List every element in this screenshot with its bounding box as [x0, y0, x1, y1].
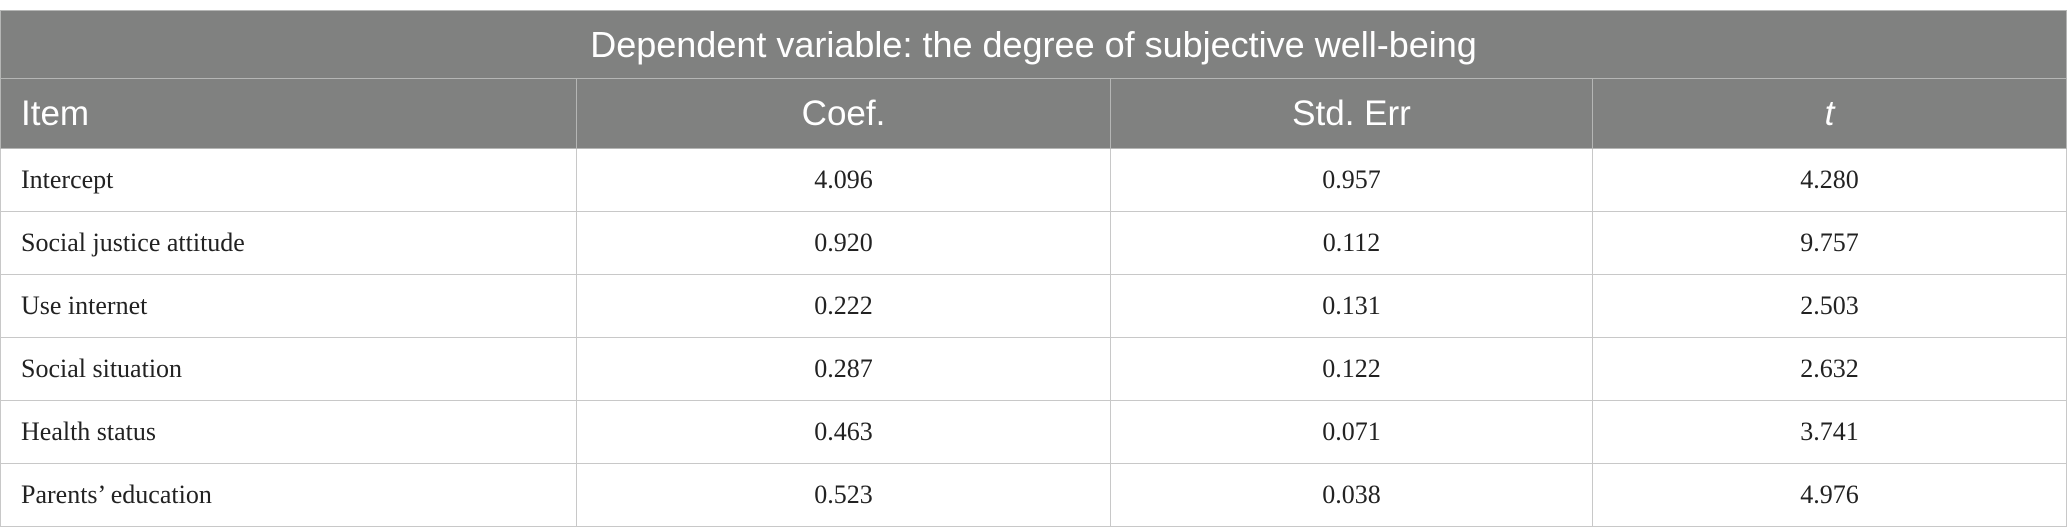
table-head: Dependent variable: the degree of subjec… — [0, 10, 2067, 149]
cell-value: 0.038 — [1110, 463, 1593, 527]
table-body: Intercept 4.096 0.957 4.280 Social justice a… — [0, 148, 2067, 527]
table-title: Dependent variable: the degree of subjec… — [0, 10, 2067, 79]
row-label: Social justice attitude — [0, 211, 577, 275]
row-label: Social situation — [0, 337, 577, 401]
cell-value: 0.131 — [1110, 274, 1593, 338]
table-row: Intercept 4.096 0.957 4.280 — [0, 148, 2067, 212]
regression-table: Dependent variable: the degree of subjec… — [0, 10, 2067, 527]
cell-value: 4.096 — [576, 148, 1111, 212]
table-row: Health status 0.463 0.071 3.741 — [0, 400, 2067, 464]
row-label: Health status — [0, 400, 577, 464]
cell-value: 0.957 — [1110, 148, 1593, 212]
cell-value: 4.976 — [1591, 463, 2067, 527]
cell-value: 0.287 — [576, 337, 1111, 401]
cell-value: 0.920 — [576, 211, 1111, 275]
cell-value: 3.741 — [1591, 400, 2067, 464]
title-row: Dependent variable: the degree of subjec… — [0, 10, 2067, 79]
table-row: Social justice attitude 0.920 0.112 9.757 — [0, 211, 2067, 275]
column-header: t — [1591, 78, 2067, 149]
row-label: Parents’ education — [0, 463, 577, 527]
cell-value: 0.523 — [576, 463, 1111, 527]
column-header: Std. Err — [1110, 78, 1593, 149]
table-row: Parents’ education 0.523 0.038 4.976 — [0, 463, 2067, 527]
cell-value: 2.503 — [1591, 274, 2067, 338]
cell-value: 0.112 — [1110, 211, 1593, 275]
table-row: Use internet 0.222 0.131 2.503 — [0, 274, 2067, 338]
cell-value: 0.222 — [576, 274, 1111, 338]
row-label: Use internet — [0, 274, 577, 338]
cell-value: 4.280 — [1591, 148, 2067, 212]
table-row: Social situation 0.287 0.122 2.632 — [0, 337, 2067, 401]
column-header: Item — [0, 78, 577, 149]
header-row: Item Coef. Std. Err t — [0, 78, 2067, 149]
cell-value: 9.757 — [1591, 211, 2067, 275]
cell-value: 0.463 — [576, 400, 1111, 464]
cell-value: 2.632 — [1591, 337, 2067, 401]
column-header: Coef. — [576, 78, 1111, 149]
cell-value: 0.122 — [1110, 337, 1593, 401]
cell-value: 0.071 — [1110, 400, 1593, 464]
row-label: Intercept — [0, 148, 577, 212]
